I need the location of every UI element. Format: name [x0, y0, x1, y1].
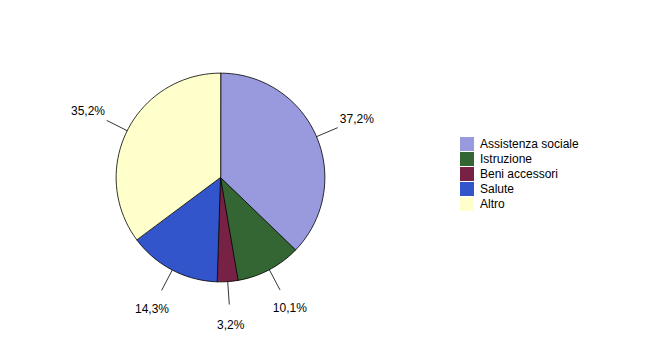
html-text:Istruzione: Istruzione — [480, 151, 532, 166]
svg-text:10,1%: 10,1% — [273, 301, 307, 315]
html-text:Beni accessori: Beni accessori — [480, 166, 558, 181]
html-text:Salute: Salute — [480, 181, 514, 196]
svg-text:14,3%: 14,3% — [135, 302, 169, 316]
svg-text:35,2%: 35,2% — [71, 104, 105, 118]
svg-text:37,2%: 37,2% — [340, 112, 374, 126]
html-text:Altro: Altro — [480, 196, 505, 211]
html-text:Assistenza sociale: Assistenza sociale — [480, 136, 579, 151]
svg-text:3,2%: 3,2% — [217, 318, 245, 332]
